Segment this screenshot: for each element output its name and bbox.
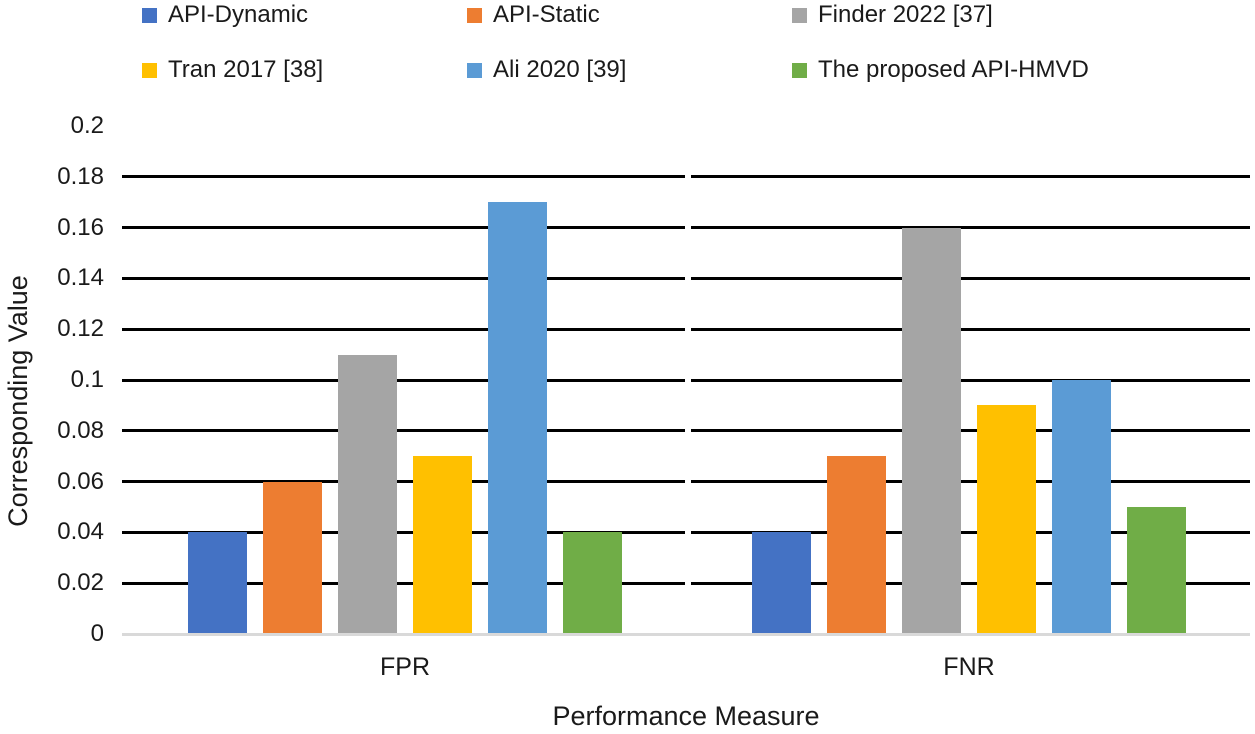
gridline bbox=[122, 429, 685, 433]
legend-swatch-icon bbox=[142, 62, 157, 78]
legend-swatch-icon bbox=[467, 62, 482, 78]
legend-swatch-icon bbox=[792, 7, 807, 23]
y-tick-label: 0.2 bbox=[70, 112, 104, 139]
gridline bbox=[122, 327, 685, 331]
bar-fpr-series-4 bbox=[488, 202, 547, 633]
legend-item-0: API-Dynamic bbox=[142, 0, 308, 30]
legend-swatch-icon bbox=[467, 7, 482, 23]
legend-label: Tran 2017 [38] bbox=[168, 56, 324, 83]
bar-fpr-series-5 bbox=[563, 532, 622, 633]
gridline bbox=[691, 378, 1250, 382]
legend-label: API-Static bbox=[493, 1, 600, 28]
x-category-label: FNR bbox=[943, 653, 995, 681]
y-tick-label: 0.02 bbox=[57, 569, 104, 597]
legend-label: API-Dynamic bbox=[168, 1, 309, 28]
legend-swatch-icon bbox=[142, 7, 157, 23]
legend-label: The proposed API-HMVD bbox=[818, 56, 1089, 83]
legend-label: Finder 2022 [37] bbox=[818, 1, 993, 28]
y-tick-label: 0.08 bbox=[57, 416, 104, 444]
y-tick-label: 0.04 bbox=[57, 518, 104, 546]
legend-item-1: API-Static bbox=[467, 0, 600, 30]
legend-item-3: Tran 2017 [38] bbox=[142, 55, 323, 85]
gridline bbox=[122, 276, 685, 280]
gridline bbox=[691, 429, 1250, 433]
gridline bbox=[122, 530, 685, 534]
bar-fpr-series-2 bbox=[338, 354, 397, 633]
x-category-label: FPR bbox=[380, 653, 430, 681]
y-tick-label: 0.16 bbox=[57, 213, 104, 241]
legend-item-5: The proposed API-HMVD bbox=[792, 55, 1089, 85]
gridline bbox=[122, 581, 685, 585]
bar-fpr-series-1 bbox=[263, 481, 322, 633]
gridline bbox=[691, 276, 1250, 280]
legend-item-2: Finder 2022 [37] bbox=[792, 0, 993, 30]
gridline bbox=[691, 480, 1250, 484]
gridline bbox=[691, 530, 1250, 534]
bar-fnr-series-4 bbox=[1052, 380, 1111, 633]
legend-item-4: Ali 2020 [39] bbox=[467, 55, 626, 85]
gridline bbox=[691, 175, 1250, 179]
legend-label: Ali 2020 [39] bbox=[493, 56, 627, 83]
y-tick-label: 0.14 bbox=[57, 264, 104, 292]
y-tick-label: 0.18 bbox=[57, 162, 104, 190]
y-tick-label: 0.12 bbox=[57, 315, 104, 343]
y-tick-label: 0.1 bbox=[70, 366, 104, 393]
bar-fnr-series-2 bbox=[902, 227, 961, 633]
bar-fpr-series-0 bbox=[188, 532, 247, 633]
x-axis-title: Performance Measure bbox=[552, 701, 820, 731]
y-tick-label: 0.06 bbox=[57, 467, 104, 495]
gridline bbox=[122, 480, 685, 484]
x-axis-baseline bbox=[122, 632, 1250, 636]
bar-fpr-series-3 bbox=[413, 456, 472, 633]
gridline bbox=[122, 378, 685, 382]
bar-fnr-series-0 bbox=[752, 532, 811, 633]
gridline bbox=[691, 581, 1250, 585]
bar-fnr-series-3 bbox=[977, 405, 1036, 633]
gridline bbox=[691, 327, 1250, 331]
bar-fnr-series-5 bbox=[1127, 507, 1186, 633]
y-tick-label: 0 bbox=[90, 620, 104, 647]
bar-fnr-series-1 bbox=[827, 456, 886, 633]
legend-swatch-icon bbox=[792, 62, 807, 78]
gridline bbox=[122, 175, 685, 179]
gridline bbox=[691, 226, 1250, 230]
gridline bbox=[122, 226, 685, 230]
